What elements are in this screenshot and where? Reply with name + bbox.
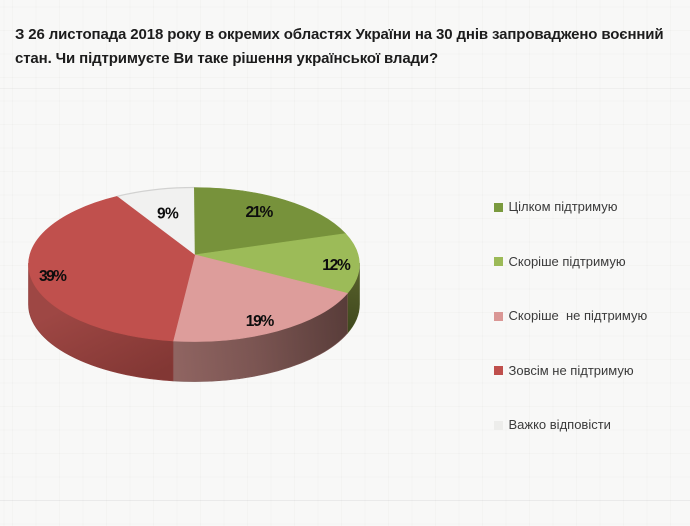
svg-text:39%: 39% (39, 268, 67, 285)
svg-text:9%: 9% (157, 205, 179, 222)
svg-text:21%: 21% (246, 204, 274, 221)
svg-text:12%: 12% (322, 257, 351, 274)
svg-text:19%: 19% (246, 313, 275, 330)
